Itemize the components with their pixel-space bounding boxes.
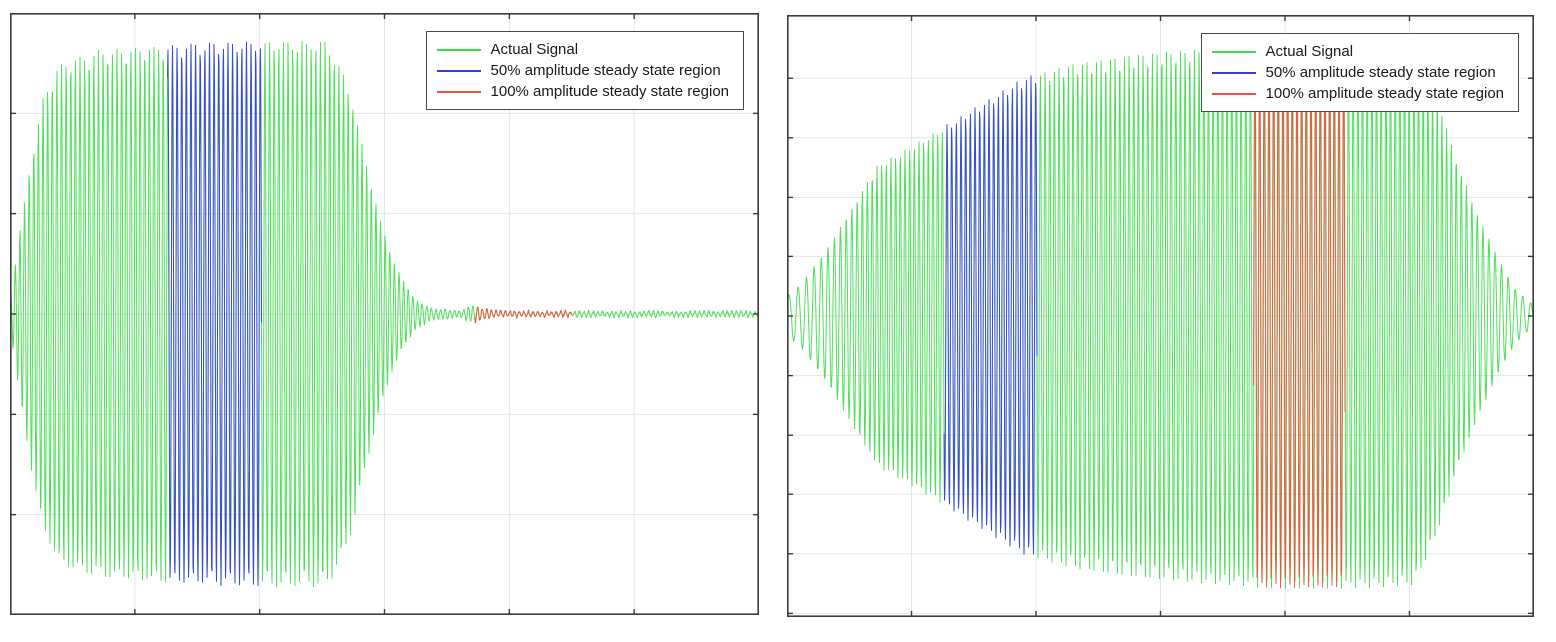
left-plot-waveform-canvas	[10, 13, 759, 615]
trace-50-amplitude-steady-state-region	[167, 41, 262, 587]
legend-line-red-icon	[436, 90, 481, 93]
right-plot-waveform-canvas	[787, 15, 1534, 617]
legend-line-green-icon	[1211, 50, 1256, 53]
legend-item-100pct-region: 100% amplitude steady state region	[1211, 83, 1504, 104]
legend-item-50pct-region: 50% amplitude steady state region	[1211, 62, 1504, 83]
left-plot: Actual Signal 50% amplitude steady state…	[10, 13, 759, 615]
legend-item-actual-signal: Actual Signal	[436, 39, 729, 60]
legend-label: 50% amplitude steady state region	[490, 62, 721, 79]
right-plot: Actual Signal 50% amplitude steady state…	[787, 15, 1534, 617]
legend-line-blue-icon	[1211, 71, 1256, 74]
legend-item-actual-signal: Actual Signal	[1211, 41, 1504, 62]
left-plot-legend: Actual Signal 50% amplitude steady state…	[425, 31, 744, 110]
legend-label: 100% amplitude steady state region	[490, 83, 729, 100]
axis-box	[787, 15, 1534, 617]
legend-line-red-icon	[1211, 92, 1256, 95]
axis-box	[10, 13, 759, 615]
legend-line-blue-icon	[436, 69, 481, 72]
legend-line-green-icon	[436, 48, 481, 51]
trace-50-amplitude-steady-state-region	[943, 75, 1038, 555]
legend-label: Actual Signal	[490, 41, 579, 58]
legend-item-50pct-region: 50% amplitude steady state region	[436, 60, 729, 81]
right-plot-legend: Actual Signal 50% amplitude steady state…	[1200, 33, 1519, 112]
legend-item-100pct-region: 100% amplitude steady state region	[436, 81, 729, 102]
trace-100-amplitude-steady-state-region	[474, 306, 572, 324]
legend-label: 100% amplitude steady state region	[1265, 85, 1504, 102]
legend-label: 50% amplitude steady state region	[1265, 64, 1496, 81]
legend-label: Actual Signal	[1265, 43, 1354, 60]
trace-actual-signal	[10, 40, 759, 588]
